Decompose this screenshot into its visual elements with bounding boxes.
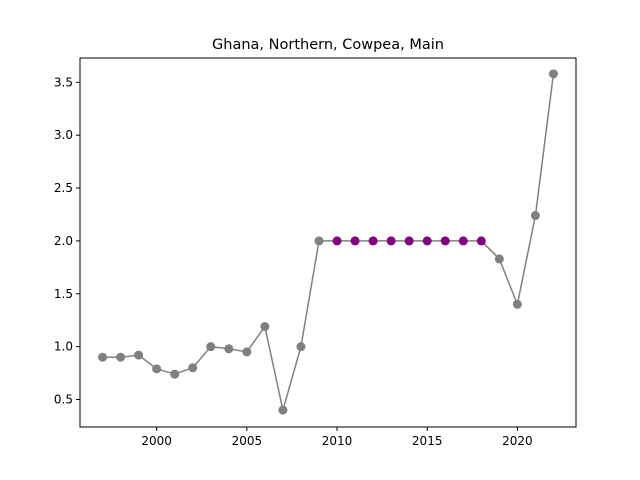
data-point xyxy=(98,352,108,362)
data-point xyxy=(188,363,198,373)
x-tick-label: 2010 xyxy=(322,434,353,448)
x-tick-label: 2005 xyxy=(232,434,263,448)
highlighted-data-point xyxy=(404,236,414,246)
x-tick-label: 2015 xyxy=(412,434,443,448)
y-tick-label: 3.5 xyxy=(54,75,73,89)
highlighted-data-point xyxy=(422,236,432,246)
x-tick-label: 2020 xyxy=(502,434,533,448)
data-point xyxy=(152,364,162,374)
data-point xyxy=(116,352,126,362)
x-tick-label: 2000 xyxy=(141,434,172,448)
series-points-group xyxy=(98,69,558,415)
highlighted-data-point xyxy=(350,236,360,246)
highlighted-data-point xyxy=(476,236,486,246)
y-tick-label: 1.0 xyxy=(54,340,73,354)
data-point xyxy=(260,322,270,332)
plot-frame xyxy=(79,57,577,428)
highlighted-data-point xyxy=(332,236,342,246)
data-point xyxy=(278,405,288,415)
data-point xyxy=(530,211,540,221)
y-tick-label: 2.0 xyxy=(54,234,73,248)
y-axis: 0.5 1.0 1.5 2.0 2.5 3.0 3.5 xyxy=(54,75,80,407)
x-axis: 2000 2005 2010 2015 2020 xyxy=(141,427,533,448)
y-tick-label: 3.0 xyxy=(54,128,73,142)
data-point xyxy=(548,69,558,79)
data-point xyxy=(170,369,180,379)
data-point xyxy=(224,344,234,354)
y-tick-label: 1.5 xyxy=(54,287,73,301)
data-point xyxy=(314,236,324,246)
y-tick-label: 0.5 xyxy=(54,393,73,407)
highlighted-data-point xyxy=(386,236,396,246)
data-point xyxy=(296,342,306,352)
data-point xyxy=(206,342,216,352)
data-point xyxy=(512,299,522,309)
highlighted-data-point xyxy=(368,236,378,246)
data-point xyxy=(134,350,144,360)
y-tick-label: 2.5 xyxy=(54,181,73,195)
highlighted-data-point xyxy=(458,236,468,246)
data-point xyxy=(494,254,504,264)
data-point xyxy=(242,347,252,357)
highlighted-data-point xyxy=(440,236,450,246)
chart-title: Ghana, Northern, Cowpea, Main xyxy=(212,37,444,53)
